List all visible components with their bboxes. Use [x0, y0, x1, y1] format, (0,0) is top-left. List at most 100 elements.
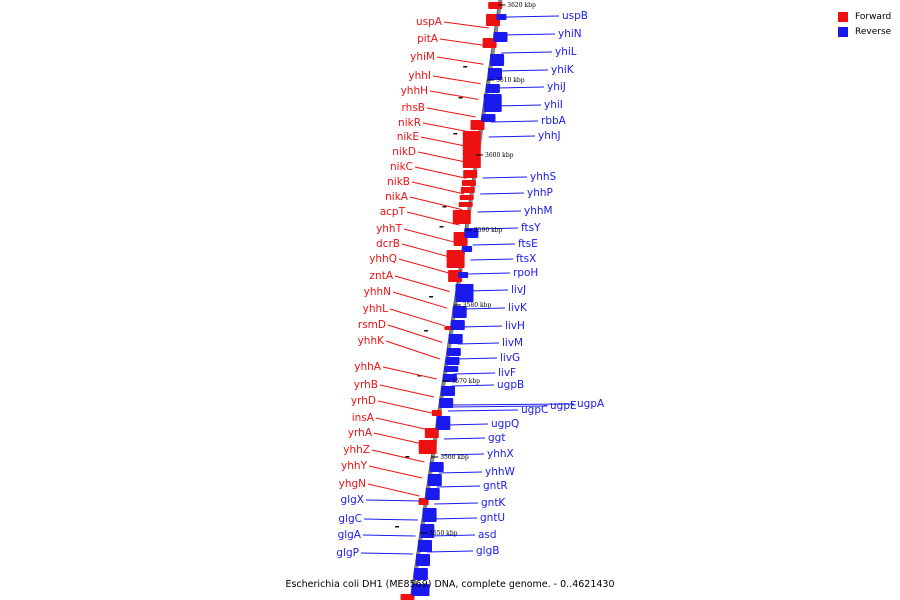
gene-label-yhhT[interactable]: yhhT	[376, 223, 403, 235]
gene-label-livK[interactable]: livK	[508, 302, 528, 314]
gene-label-yrhD[interactable]: yrhD	[351, 395, 376, 407]
gene-label-rsmD[interactable]: rsmD	[358, 319, 386, 331]
gene-label-nikD[interactable]: nikD	[392, 146, 416, 158]
gene-label-ugpC[interactable]: ugpC	[521, 404, 548, 416]
legend: Forward Reverse	[838, 9, 891, 39]
gene-label-yhhX[interactable]: yhhX	[487, 448, 514, 460]
gene-label-acpT[interactable]: acpT	[380, 206, 406, 218]
leader-glgA	[362, 534, 416, 537]
leader-yhhJ	[488, 135, 536, 138]
gene-label-yhhQ[interactable]: yhhQ	[369, 253, 397, 265]
forward-gene-feature-12	[446, 250, 465, 268]
gene-label-yhiI[interactable]: yhiI	[544, 99, 563, 111]
gene-label-rhsB[interactable]: rhsB	[402, 102, 425, 114]
leader-yhhX	[441, 453, 485, 456]
gene-label-yhhH[interactable]: yhhH	[401, 85, 428, 97]
gene-label-yhiL[interactable]: yhiL	[555, 46, 577, 58]
reverse-gene-feature-5	[483, 94, 502, 112]
gene-label-livM[interactable]: livM	[502, 337, 523, 349]
gene-label-glgX[interactable]: glgX	[341, 494, 364, 506]
gene-label-yhiN[interactable]: yhiN	[558, 28, 582, 40]
reverse-gene-feature-21	[429, 462, 444, 472]
gene-label-gntR[interactable]: gntR	[483, 480, 508, 492]
gene-label-ugpB[interactable]: ugpB	[497, 379, 524, 391]
gene-label-insA[interactable]: insA	[352, 412, 375, 424]
gene-label-yhhJ[interactable]: yhhJ	[538, 130, 561, 142]
leader-ugpE	[448, 405, 548, 408]
gene-label-glgA[interactable]: glgA	[338, 529, 362, 541]
gene-label-yhhN[interactable]: yhhN	[364, 286, 391, 298]
gene-label-glgP[interactable]: glgP	[336, 547, 359, 559]
gene-label-yhhP[interactable]: yhhP	[527, 187, 553, 199]
gene-label-pitA[interactable]: pitA	[417, 33, 439, 45]
gene-label-nikE[interactable]: nikE	[397, 131, 419, 143]
marker-dash-3	[442, 206, 447, 208]
gene-label-livH[interactable]: livH	[505, 320, 525, 332]
leader-pitA	[439, 38, 487, 47]
reverse-gene-feature-10	[455, 284, 474, 302]
gene-label-yhhA[interactable]: yhhA	[354, 361, 382, 373]
gene-label-ugpE[interactable]: ugpE	[550, 400, 577, 412]
gene-label-livF[interactable]: livF	[498, 367, 516, 379]
gene-label-ftsY[interactable]: ftsY	[521, 222, 541, 234]
gene-label-yhhM[interactable]: yhhM	[524, 205, 553, 217]
gene-label-ugpA[interactable]: ugpA	[577, 398, 605, 410]
gene-label-zntA[interactable]: zntA	[370, 270, 394, 282]
leader-dcrB	[401, 243, 455, 259]
leader-yhhL	[389, 308, 445, 327]
gene-label-dcrB[interactable]: dcrB	[376, 238, 400, 250]
gene-label-yhiJ[interactable]: yhiJ	[547, 81, 566, 93]
forward-gene-feature-16	[424, 428, 439, 438]
marker-dash-5	[429, 296, 434, 298]
gene-label-nikB[interactable]: nikB	[387, 176, 410, 188]
forward-swatch	[838, 11, 848, 22]
leader-livF	[453, 372, 496, 375]
gene-label-yhhI[interactable]: yhhI	[408, 70, 431, 82]
gene-label-ftsE[interactable]: ftsE	[518, 238, 538, 250]
gene-label-rbbA[interactable]: rbbA	[541, 115, 567, 127]
gene-label-uspA[interactable]: uspA	[416, 16, 443, 28]
gene-label-yhgN[interactable]: yhgN	[339, 478, 366, 490]
gene-label-yhhL[interactable]: yhhL	[363, 303, 389, 315]
gene-label-nikC[interactable]: nikC	[390, 161, 413, 173]
gene-label-ugpQ[interactable]: ugpQ	[491, 418, 519, 430]
gene-label-glgB[interactable]: glgB	[476, 545, 499, 557]
gene-label-gntK[interactable]: gntK	[481, 497, 506, 509]
gene-label-livG[interactable]: livG	[500, 352, 520, 364]
gene-label-yhiK[interactable]: yhiK	[551, 64, 575, 76]
legend-item-forward: Forward	[838, 9, 891, 24]
gene-label-yhhY[interactable]: yhhY	[341, 460, 368, 472]
leader-rsmD	[387, 324, 443, 343]
gene-label-nikA[interactable]: nikA	[385, 191, 409, 203]
gene-label-yhhS[interactable]: yhhS	[530, 171, 557, 183]
gene-label-yhhW[interactable]: yhhW	[485, 466, 516, 478]
gene-label-nikR[interactable]: nikR	[398, 117, 421, 129]
leader-yhgN	[367, 483, 420, 497]
marker-dash-1	[458, 97, 463, 99]
leader-nikD	[417, 151, 470, 164]
gene-label-gntU[interactable]: gntU	[480, 512, 505, 524]
leader-nikC	[414, 166, 467, 179]
gene-label-glgC[interactable]: glgC	[338, 513, 362, 525]
gene-label-yhhK[interactable]: yhhK	[358, 335, 386, 347]
forward-gene-feature-0	[488, 2, 503, 9]
gene-label-livJ[interactable]: livJ	[511, 284, 526, 296]
gene-label-yhiM[interactable]: yhiM	[410, 51, 435, 63]
gene-label-asd[interactable]: asd	[478, 529, 497, 541]
reverse-gene-feature-24	[422, 508, 437, 522]
forward-gene-feature-4	[462, 131, 481, 168]
leader-yhhQ	[398, 258, 453, 275]
gene-label-yrhA[interactable]: yrhA	[348, 427, 373, 439]
gene-label-ggt[interactable]: ggt	[488, 432, 505, 444]
gene-label-yrhB[interactable]: yrhB	[354, 379, 378, 391]
gene-label-uspB[interactable]: uspB	[562, 10, 588, 22]
gene-label-yhhZ[interactable]: yhhZ	[343, 444, 370, 456]
gene-label-rpoH[interactable]: rpoH	[513, 267, 538, 279]
reverse-gene-feature-16	[444, 366, 459, 372]
reverse-gene-feature-19	[439, 398, 454, 408]
leader-glgP	[360, 552, 413, 555]
gene-label-ftsX[interactable]: ftsX	[516, 253, 536, 265]
leader-glgC	[363, 518, 418, 521]
leader-yhhT	[403, 228, 458, 244]
forward-gene-feature-7	[460, 187, 475, 193]
